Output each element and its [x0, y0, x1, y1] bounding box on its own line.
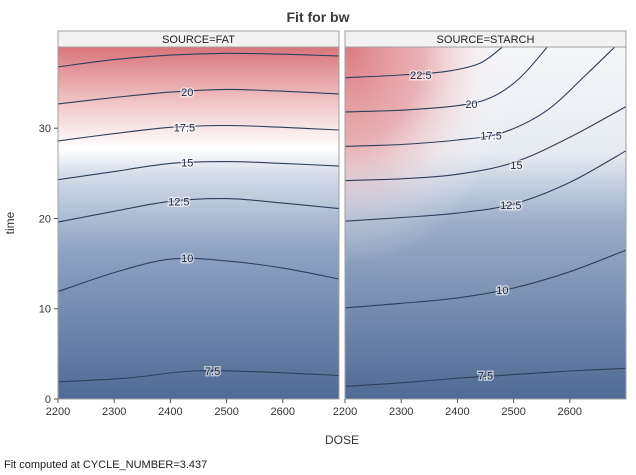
contour-line: [345, 367, 626, 387]
contour-line: [345, 249, 626, 309]
x-tick-label: 2600: [558, 406, 582, 418]
y-tick-label: 0: [45, 394, 51, 406]
y-tick-label: 10: [39, 304, 51, 316]
contour-label: 15: [510, 160, 522, 172]
contour-line: [58, 370, 339, 383]
panel-plot-area: 7.5 10 12.5 15 17.5 20: [58, 47, 339, 399]
panel-plot-area: 7.5 10 12.5 15 17.5 20 22.5: [345, 47, 626, 399]
contour-line: [58, 161, 339, 181]
x-tick-label: 2500: [214, 406, 238, 418]
contour-line: [345, 106, 626, 182]
contour-label: 20: [181, 87, 193, 99]
contour-label: 17.5: [174, 122, 195, 134]
contour-line: [58, 88, 339, 105]
panel-strip-label: SOURCE=STARCH: [437, 34, 535, 46]
contour-line: [58, 124, 339, 142]
footnote: Fit computed at CYCLE_NUMBER=3.437: [4, 459, 207, 471]
contour-label: 10: [181, 253, 193, 265]
panel-strip-label: SOURCE=FAT: [162, 34, 235, 46]
x-tick-label: 2400: [158, 406, 182, 418]
contour-line: [345, 150, 626, 222]
contour-label: 10: [496, 285, 508, 297]
y-axis-label: time: [3, 211, 17, 234]
contour-label: 20: [465, 99, 477, 111]
contour-label: 12.5: [500, 200, 521, 212]
contour-label: 17.5: [480, 130, 501, 142]
contour-label: 22.5: [410, 70, 431, 82]
x-tick-label: 2200: [46, 406, 70, 418]
x-tick-label: 2600: [271, 406, 295, 418]
contour-line: [345, 47, 548, 113]
panel-frame: [57, 46, 340, 400]
y-tick-label: 30: [39, 123, 51, 135]
contour-line: [345, 47, 503, 79]
response-surface-highlight: [345, 47, 626, 399]
x-tick-label: 2400: [445, 406, 469, 418]
contour-label: 12.5: [168, 196, 189, 208]
y-tick-label: 20: [39, 213, 51, 225]
response-surface-fill: [58, 47, 339, 399]
contour-line: [58, 197, 339, 223]
chart-title: Fit for bw: [287, 9, 350, 25]
contour-line: [58, 52, 339, 68]
x-tick-label: 2500: [501, 406, 525, 418]
contour-line: [58, 257, 339, 293]
x-tick-label: 2200: [333, 406, 357, 418]
x-tick-label: 2300: [389, 406, 413, 418]
contour-line: [345, 47, 616, 147]
panel-frame: [344, 46, 627, 400]
contour-label: 7.5: [205, 366, 220, 378]
contour-label: 7.5: [478, 371, 493, 383]
x-axis-label: DOSE: [325, 433, 359, 447]
panel-starch: SOURCE=STARCH 7.5 10 12.5 15 17.5 20 22.5: [344, 30, 627, 400]
panel-fat: SOURCE=FAT 7.5 10 12.5 15 17.5 20: [57, 30, 340, 400]
x-tick-label: 2300: [102, 406, 126, 418]
contour-label: 15: [181, 158, 193, 170]
